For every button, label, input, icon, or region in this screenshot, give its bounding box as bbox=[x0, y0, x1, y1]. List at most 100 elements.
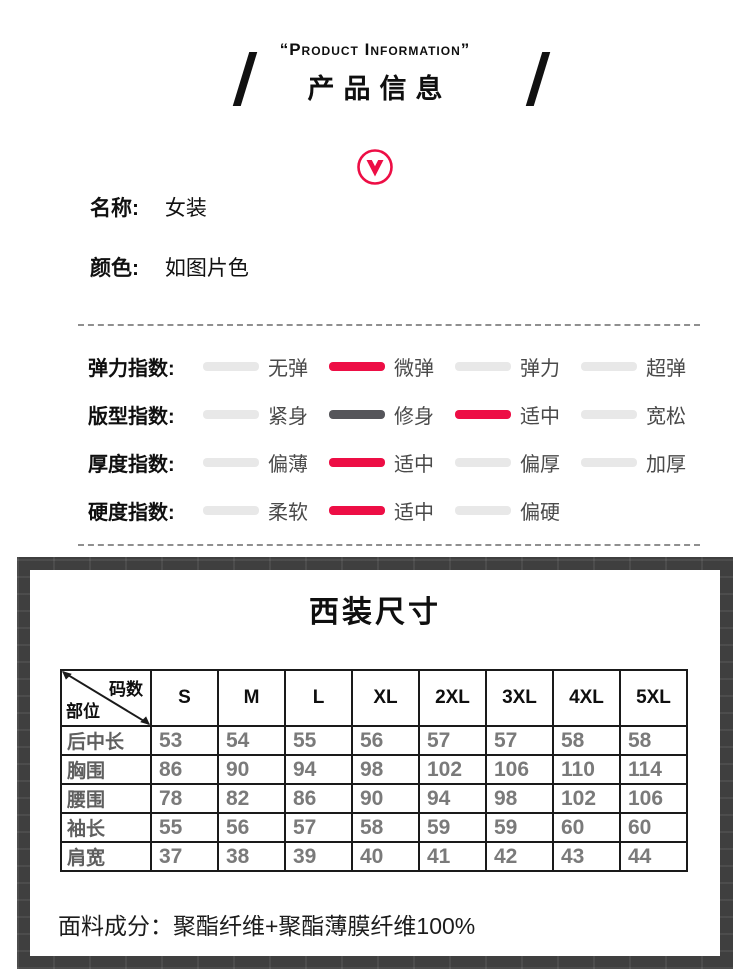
hardness-index-row: 硬度指数: 柔软 适中 偏硬 bbox=[0, 486, 750, 534]
size-cell: 55 bbox=[150, 812, 219, 843]
rating-bar bbox=[455, 409, 511, 419]
column-header: S bbox=[150, 669, 219, 727]
size-cell: 58 bbox=[619, 725, 688, 756]
index-option-label: 适中 bbox=[394, 501, 434, 524]
index-section: 弹力指数: 无弹 微弹 弹力 超弹 版型指数: 紧身 修身 适中 bbox=[0, 326, 750, 534]
index-option-label: 弹力 bbox=[520, 357, 560, 380]
index-option: 弹力 bbox=[455, 352, 581, 381]
index-option: 修身 bbox=[329, 400, 455, 429]
index-option-label: 紧身 bbox=[268, 405, 308, 428]
index-option: 无弹 bbox=[203, 352, 329, 381]
rating-bar bbox=[455, 361, 511, 371]
name-value: 女装 bbox=[164, 197, 207, 220]
size-cell: 37 bbox=[150, 841, 219, 872]
row-label: 后中长 bbox=[60, 725, 152, 756]
size-cell: 60 bbox=[619, 812, 688, 843]
size-cell: 39 bbox=[284, 841, 353, 872]
size-cell: 86 bbox=[150, 754, 219, 785]
size-cell: 38 bbox=[217, 841, 286, 872]
column-header: M bbox=[217, 669, 286, 727]
corner-label-size: 码数 bbox=[109, 680, 143, 699]
size-cell: 90 bbox=[351, 783, 420, 814]
index-option: 柔软 bbox=[203, 496, 329, 525]
index-option-label: 偏硬 bbox=[520, 501, 560, 524]
rating-bar bbox=[581, 361, 637, 371]
circle-chevron-down-icon bbox=[357, 149, 393, 185]
index-option: 超弹 bbox=[581, 352, 707, 381]
index-option-label: 偏薄 bbox=[268, 453, 308, 476]
dashed-divider-top bbox=[78, 324, 700, 326]
fabric-value: 聚酯纤维+聚酯薄膜纤维100% bbox=[173, 913, 476, 939]
page-header: “Product Information” 产品信息 bbox=[0, 0, 750, 106]
size-cell: 57 bbox=[284, 812, 353, 843]
diagonal-line bbox=[63, 672, 149, 724]
product-color-row: 颜色: 如图片色 bbox=[90, 256, 750, 282]
size-cell: 40 bbox=[351, 841, 420, 872]
size-cell: 59 bbox=[418, 812, 487, 843]
index-option: 偏薄 bbox=[203, 448, 329, 477]
page-title: 产品信息 bbox=[307, 74, 452, 104]
rating-bar bbox=[329, 361, 385, 371]
size-cell: 59 bbox=[485, 812, 554, 843]
rating-bar bbox=[581, 457, 637, 467]
column-header: 4XL bbox=[552, 669, 621, 727]
size-chart-title: 西装尺寸 bbox=[309, 596, 441, 629]
size-table-header-row: 码数 部位 S M L XL 2XL 3XL 4XL 5XL bbox=[60, 669, 688, 727]
fabric-label: 面料成分： bbox=[58, 913, 173, 939]
index-option: 加厚 bbox=[581, 448, 707, 477]
size-cell: 58 bbox=[351, 812, 420, 843]
rating-bar bbox=[203, 505, 259, 515]
size-cell: 54 bbox=[217, 725, 286, 756]
index-option-label: 超弹 bbox=[646, 357, 686, 380]
column-header: 5XL bbox=[619, 669, 688, 727]
elasticity-index-row: 弹力指数: 无弹 微弹 弹力 超弹 bbox=[0, 342, 750, 390]
color-label: 颜色: bbox=[90, 257, 139, 280]
size-cell: 41 bbox=[418, 841, 487, 872]
size-cell: 44 bbox=[619, 841, 688, 872]
index-option-label: 微弹 bbox=[394, 357, 434, 380]
size-cell: 82 bbox=[217, 783, 286, 814]
size-cell: 98 bbox=[485, 783, 554, 814]
color-value: 如图片色 bbox=[164, 257, 249, 280]
size-cell: 58 bbox=[552, 725, 621, 756]
table-row: 袖长 55 56 57 58 59 59 60 60 bbox=[60, 812, 688, 843]
index-option-label: 无弹 bbox=[268, 357, 308, 380]
size-cell: 94 bbox=[418, 783, 487, 814]
size-cell: 106 bbox=[619, 783, 688, 814]
rating-bar bbox=[329, 457, 385, 467]
dashed-divider-bottom bbox=[78, 544, 700, 546]
index-option-label: 适中 bbox=[394, 453, 434, 476]
table-row: 后中长 53 54 55 56 57 57 58 58 bbox=[60, 725, 688, 756]
index-option: 紧身 bbox=[203, 400, 329, 429]
fabric-composition: 面料成分：聚酯纤维+聚酯薄膜纤维100% bbox=[58, 907, 720, 941]
table-row: 肩宽 37 38 39 40 41 42 43 44 bbox=[60, 841, 688, 872]
size-cell: 57 bbox=[485, 725, 554, 756]
rating-bar bbox=[581, 409, 637, 419]
thickness-index-row: 厚度指数: 偏薄 适中 偏厚 加厚 bbox=[0, 438, 750, 486]
size-cell: 106 bbox=[485, 754, 554, 785]
rating-bar bbox=[329, 409, 385, 419]
down-arrow-icon-wrap bbox=[0, 144, 750, 190]
row-label: 袖长 bbox=[60, 812, 152, 843]
size-chart-panel: 西装尺寸 码数 部位 bbox=[30, 570, 720, 956]
index-label: 厚度指数: bbox=[88, 453, 175, 476]
rating-bar bbox=[455, 505, 511, 515]
size-cell: 110 bbox=[552, 754, 621, 785]
index-option: 适中 bbox=[329, 496, 455, 525]
rating-bar bbox=[203, 409, 259, 419]
column-header: L bbox=[284, 669, 353, 727]
index-option: 适中 bbox=[329, 448, 455, 477]
column-header: 2XL bbox=[418, 669, 487, 727]
rating-bar bbox=[455, 457, 511, 467]
index-option: 微弹 bbox=[329, 352, 455, 381]
product-info-section: 名称: 女装 颜色: 如图片色 bbox=[0, 196, 750, 282]
size-cell: 114 bbox=[619, 754, 688, 785]
index-option: 偏硬 bbox=[455, 496, 581, 525]
index-option: 适中 bbox=[455, 400, 581, 429]
rating-bar bbox=[329, 505, 385, 515]
corner-label-part: 部位 bbox=[66, 702, 100, 721]
index-label: 弹力指数: bbox=[88, 357, 175, 380]
table-row: 胸围 86 90 94 98 102 106 110 114 bbox=[60, 754, 688, 785]
size-cell: 55 bbox=[284, 725, 353, 756]
index-label: 版型指数: bbox=[88, 405, 175, 428]
